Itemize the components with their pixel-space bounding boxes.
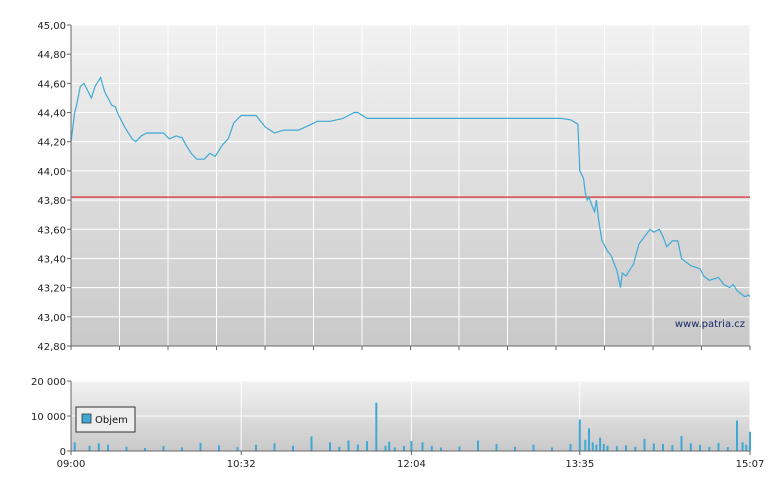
volume-bar — [726, 447, 729, 451]
volume-bar — [652, 443, 655, 451]
volume-bar — [236, 447, 239, 451]
watermark: www.patria.cz — [675, 319, 745, 330]
price-y-tick-label: 44,40 — [37, 109, 66, 120]
volume-bar — [292, 445, 294, 452]
price-line — [70, 76, 751, 297]
volume-bar — [602, 444, 605, 451]
volume-bar — [584, 439, 587, 451]
volume-bar — [591, 442, 594, 452]
volume-bar — [745, 444, 748, 451]
volume-bar — [375, 402, 378, 451]
price-y-tick-label: 43,00 — [37, 313, 66, 324]
volume-bar — [162, 446, 165, 451]
price-y-tick-label: 44,60 — [37, 79, 66, 90]
volume-bars — [73, 402, 751, 452]
volume-bar — [88, 445, 91, 452]
volume-bar — [643, 438, 646, 452]
volume-bar — [671, 445, 674, 451]
x-tick-label: 13:35 — [565, 459, 594, 470]
volume-bar — [338, 446, 341, 451]
volume-bar — [458, 446, 461, 451]
volume-bar — [477, 440, 479, 451]
volume-bar — [421, 442, 424, 452]
volume-bar — [393, 447, 396, 451]
price-y-tick-label: 44,00 — [37, 167, 66, 178]
volume-bar — [741, 442, 744, 452]
legend: Objem — [75, 406, 136, 433]
volume-y-ticks: 20 000 10 000 0 — [31, 377, 71, 458]
x-tick-label: 10:32 — [227, 459, 256, 470]
volume-bar — [578, 419, 581, 451]
volume-bar — [599, 437, 602, 451]
volume-bar — [625, 445, 627, 451]
volume-bar — [384, 445, 387, 452]
volume-bar — [73, 442, 76, 452]
price-y-tick-label: 44,80 — [37, 50, 66, 61]
price-x-tickmarks — [70, 346, 751, 350]
volume-bar — [125, 446, 128, 451]
price-y-tick-label: 43,80 — [37, 196, 66, 207]
price-grid — [70, 24, 751, 347]
price-y-tick-label: 44,20 — [37, 138, 66, 149]
volume-bar — [717, 442, 720, 451]
volume-bar — [107, 444, 109, 451]
volume-bar — [273, 443, 276, 451]
volume-y-tick-label: 10 000 — [31, 412, 66, 423]
volume-bar — [218, 445, 220, 451]
volume-bar — [595, 444, 598, 451]
volume-bar — [440, 447, 442, 451]
volume-bar — [181, 447, 183, 451]
volume-bar — [97, 443, 100, 451]
volume-bar — [569, 444, 572, 451]
volume-bar — [410, 440, 413, 451]
volume-bar — [255, 444, 257, 451]
volume-bar — [329, 442, 331, 452]
volume-bar — [699, 445, 701, 451]
volume-y-tick-label: 20 000 — [31, 377, 66, 388]
volume-bar — [689, 443, 692, 451]
price-y-tick-label: 43,20 — [37, 284, 66, 295]
price-y-tick-label: 43,40 — [37, 254, 66, 265]
volume-bar — [680, 435, 683, 451]
volume-bar — [199, 442, 202, 451]
price-y-tick-label: 43,60 — [37, 225, 66, 236]
volume-bar — [495, 444, 498, 451]
price-y-ticks: 45,00 44,80 44,60 44,40 44,20 44,00 43,80 43,60… — [37, 21, 71, 353]
price-y-tick-label: 42,80 — [37, 342, 66, 353]
volume-bar — [356, 444, 359, 451]
volume-y-tick-label: 0 — [60, 447, 66, 458]
legend-swatch — [81, 413, 92, 424]
volume-bar — [588, 428, 590, 452]
volume-bar — [388, 441, 391, 451]
volume-x-ticks: 09:00 10:32 12:04 13:35 15:07 — [57, 451, 765, 470]
price-y-tick-label: 45,00 — [37, 21, 66, 32]
volume-bar — [347, 440, 350, 451]
x-tick-label: 15:07 — [736, 459, 765, 470]
volume-bar — [310, 436, 313, 451]
volume-bar — [634, 446, 637, 451]
volume-bar — [749, 431, 751, 452]
volume-bar — [403, 446, 405, 451]
x-tick-label: 09:00 — [57, 459, 86, 470]
legend-label: Objem — [95, 415, 128, 426]
x-tick-label: 12:04 — [397, 459, 426, 470]
volume-bar — [736, 420, 738, 451]
volume-bar — [615, 446, 618, 451]
volume-bar — [366, 441, 368, 451]
volume-bar — [662, 444, 664, 451]
volume-bar — [708, 446, 711, 451]
volume-bar — [532, 444, 535, 451]
volume-bar — [144, 447, 146, 451]
volume-bar — [430, 445, 433, 452]
volume-bar — [606, 445, 609, 452]
volume-bar — [551, 447, 553, 451]
volume-bar — [514, 446, 516, 451]
